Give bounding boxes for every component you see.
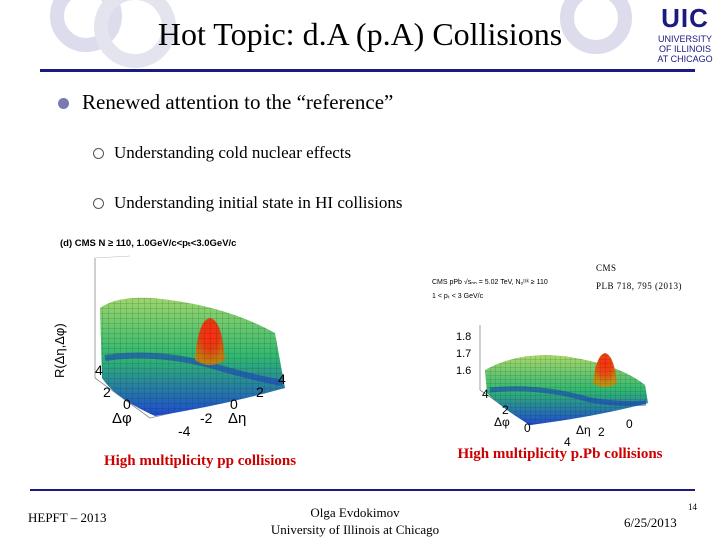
pp-eta-tick: 4 (278, 371, 286, 387)
title-underline (40, 69, 695, 72)
pp-ylabel: R(Δη,Δφ) (52, 323, 67, 378)
ppb-surface-svg (479, 325, 648, 426)
ppb-correlation-plot: CMS pPb √sₙₙ = 5.02 TeV, Nₒᵗʳᵏ ≥ 110 1 <… (430, 275, 700, 449)
sub-bullet-text: Understanding cold nuclear effects (114, 143, 352, 162)
ppb-eta-axis-label: Δη (576, 423, 591, 437)
footer-affiliation: University of Illinois at Chicago (270, 522, 440, 537)
logo-line-2: OF ILLINOIS (658, 44, 711, 54)
footer-date: 6/25/2013 (624, 515, 677, 530)
logo-line-3: AT CHICAGO (657, 54, 713, 64)
uic-logo: UIC UNIVERSITY OF ILLINOIS AT CHICAGO (652, 4, 718, 68)
pp-phi-axis-label: Δφ (112, 410, 132, 427)
bullet-marker (58, 98, 69, 109)
pp-surface-svg (94, 255, 285, 419)
ppb-phi-axis-label: Δφ (494, 415, 510, 429)
pp-phi-tick: 0 (123, 396, 131, 412)
pp-correlation-plot: (d) CMS N ≥ 110, 1.0GeV/c<pₜ<3.0GeV/c (52, 238, 320, 443)
ppb-phi-tick: 0 (524, 421, 531, 435)
logo-subtitle: UNIVERSITY OF ILLINOIS AT CHICAGO (652, 34, 718, 64)
sub-bullet-marker (93, 198, 104, 209)
pp-plot-header: (d) CMS N ≥ 110, 1.0GeV/c<pₜ<3.0GeV/c (60, 238, 237, 249)
cms-label: CMS (596, 263, 617, 273)
footer-rule (30, 489, 695, 491)
ppb-eta-tick: 0 (626, 417, 633, 431)
pp-caption: High multiplicity pp collisions (103, 453, 297, 469)
pp-eta-tick: 2 (256, 384, 264, 400)
sub-bullet-marker (93, 148, 104, 159)
sub-bullet-text: Understanding initial state in HI collis… (114, 193, 403, 212)
pp-eta-tick: 0 (230, 396, 238, 412)
ppb-z-tick: 1.6 (456, 365, 472, 377)
pp-eta-axis-label: Δη (228, 410, 247, 427)
pp-phi-tick: 4 (95, 362, 103, 378)
pp-phi-tick: 2 (103, 384, 111, 400)
pp-eta-tick: -4 (178, 423, 191, 439)
ppb-phi-tick: 4 (482, 387, 489, 401)
ppb-caption: High multiplicity p.Pb collisions (457, 446, 663, 462)
ppb-plot-header: CMS pPb √sₙₙ = 5.02 TeV, Nₒᵗʳᵏ ≥ 110 (432, 279, 548, 286)
ppb-phi-tick: 2 (502, 403, 509, 417)
logo-line-1: UNIVERSITY (657, 34, 712, 44)
slide-title: Hot Topic: d.A (p.A) Collisions (157, 16, 563, 52)
pp-eta-tick: -2 (200, 410, 213, 426)
ppb-plot-header-2: 1 < pₜ < 3 GeV/c (432, 293, 484, 300)
logo-mark: UIC (661, 3, 709, 33)
ppb-eta-tick: 4 (564, 435, 571, 449)
bullet-text: Renewed attention to the “reference” (82, 90, 394, 114)
footer-conference: HEPFT – 2013 (28, 510, 107, 525)
cms-reference: PLB 718, 795 (2013) (596, 281, 682, 291)
ppb-eta-tick: 2 (598, 425, 605, 439)
footer-author: Olga Evdokimov (310, 505, 400, 520)
ppb-z-tick: 1.8 (456, 331, 472, 343)
footer-page-number: 14 (688, 502, 697, 512)
ppb-z-tick: 1.7 (456, 348, 472, 360)
